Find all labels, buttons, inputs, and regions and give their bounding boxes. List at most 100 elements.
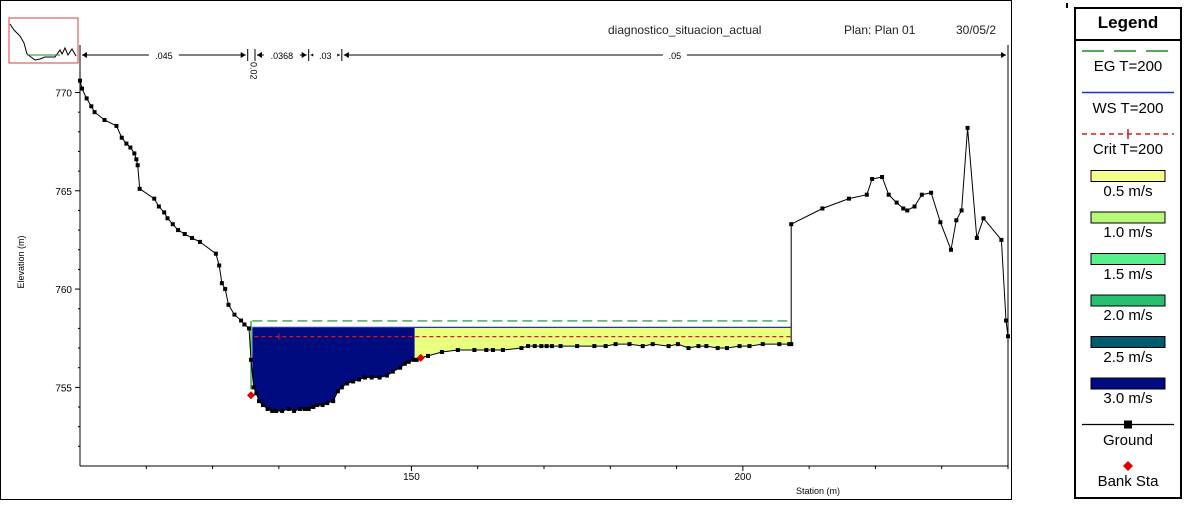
ground-point <box>357 377 362 382</box>
ground-point <box>974 235 979 240</box>
legend-swatch <box>1090 170 1166 182</box>
ground-point <box>292 408 297 413</box>
ground-point <box>239 318 244 323</box>
ground-point <box>789 342 794 347</box>
bank-station-point <box>247 391 256 400</box>
ground-point <box>390 369 395 374</box>
ground-point <box>114 123 119 128</box>
ground-point <box>217 263 222 268</box>
ground-point <box>226 302 231 307</box>
ground-point <box>919 192 924 197</box>
ground-point <box>302 406 307 411</box>
ground-point <box>162 210 167 215</box>
legend-label: 2.5 m/s <box>1103 348 1153 366</box>
ground-point <box>213 251 218 256</box>
ground-point <box>280 408 285 413</box>
ground-point <box>846 196 851 201</box>
ground-point <box>613 342 618 347</box>
ground-point <box>490 348 495 353</box>
ground-point <box>519 346 524 351</box>
ground-point <box>256 399 261 404</box>
ground-point <box>724 346 729 351</box>
mannings-label: .03 <box>319 51 332 61</box>
ground-point <box>369 375 374 380</box>
ground-point <box>820 206 825 211</box>
ground-point <box>640 344 645 349</box>
ground-point <box>152 196 157 201</box>
mannings-label-bg <box>662 49 687 61</box>
legend-square-marker <box>1124 420 1132 429</box>
legend-swatch <box>1090 294 1166 307</box>
ground-point <box>270 408 275 413</box>
ground-point <box>912 204 917 209</box>
ground-point <box>351 379 356 384</box>
x-tick-label: 200 <box>735 472 752 483</box>
mannings-label: 0.02 <box>249 62 259 80</box>
legend-swatch <box>1090 377 1166 390</box>
ground-point <box>500 348 505 353</box>
legend-label: Crit T=200 <box>1092 141 1164 158</box>
ground-point <box>472 348 477 353</box>
ground-point <box>894 200 899 205</box>
legend-label: 1.0 m/s <box>1103 224 1153 241</box>
ground-point <box>265 406 270 411</box>
header-plan-name: diagnostico_situacion_actual <box>608 23 761 37</box>
ground-point <box>320 403 325 408</box>
ground-point <box>870 176 875 181</box>
ground-point <box>948 247 953 252</box>
mannings-label: .045 <box>155 51 173 61</box>
ground-point <box>1004 318 1009 323</box>
mannings-label-bg <box>148 49 179 61</box>
ground-point <box>558 344 563 349</box>
ground-point <box>182 232 187 237</box>
ground-point <box>135 163 140 168</box>
ground-point <box>650 342 655 347</box>
mannings-arrow-left <box>256 52 262 58</box>
ground-point <box>686 346 691 351</box>
ground-point <box>402 361 407 366</box>
ground-point <box>777 342 782 347</box>
ground-point <box>484 348 489 353</box>
ground-point <box>156 204 161 209</box>
legend-label: WS T=200 <box>1092 99 1164 117</box>
mannings-arrow-right <box>301 52 307 58</box>
ground-point <box>89 104 94 109</box>
legend-label: 3.0 m/s <box>1103 390 1153 407</box>
ground-point <box>549 344 554 349</box>
ground-point <box>335 389 340 394</box>
x-axis-title: Station (m) <box>796 486 840 496</box>
legend-swatch <box>1090 211 1166 224</box>
ground-point <box>339 385 344 390</box>
ground-point <box>124 141 129 146</box>
mannings-label-bg <box>263 49 300 61</box>
legend-swatch <box>1090 253 1166 265</box>
ground-point <box>675 342 680 347</box>
legend-diamond-marker <box>1123 461 1133 471</box>
overview-thumbnail[interactable] <box>8 17 79 64</box>
ground-point <box>384 373 389 378</box>
ground-point <box>128 145 133 150</box>
ground-point <box>901 206 906 211</box>
ground-point <box>954 218 959 223</box>
ground-point <box>223 287 228 292</box>
ground-point <box>526 344 531 349</box>
ground-point <box>981 216 986 221</box>
ground-point <box>315 403 320 408</box>
ground-point <box>331 399 336 404</box>
ground-point <box>232 312 237 317</box>
x-tick-label: 150 <box>403 472 420 483</box>
legend-symbols <box>1082 50 1174 471</box>
ground-point <box>79 86 84 91</box>
ground-point <box>190 235 195 240</box>
y-tick-label: 760 <box>55 285 72 296</box>
plot-border <box>0 0 1012 500</box>
ground-point <box>345 381 350 386</box>
ground-point <box>363 375 368 380</box>
ground-point <box>414 357 419 362</box>
ground-point <box>905 208 910 213</box>
mannings-arrow-left <box>343 52 349 58</box>
velocity-fill-region <box>414 327 792 360</box>
ground-point <box>789 222 794 227</box>
legend-label: 0.5 m/s <box>1103 182 1153 200</box>
chart-area: diagnostico_situacion_actual Plan: Plan 0… <box>0 0 1012 500</box>
